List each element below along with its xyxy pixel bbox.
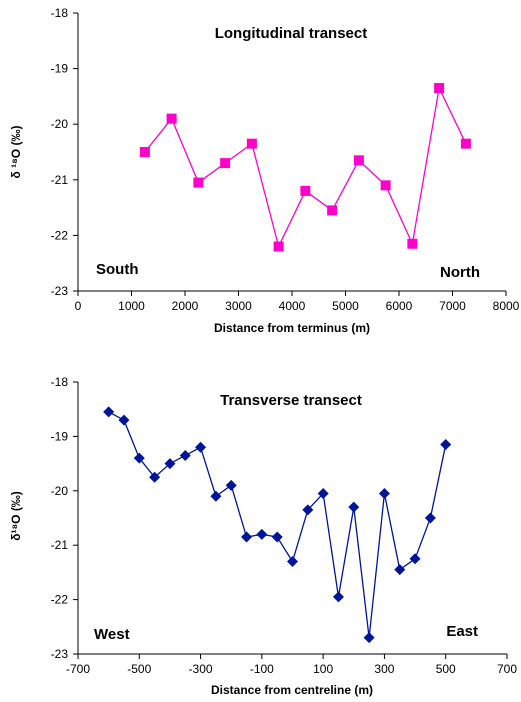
longitudinal-x-ticks: 0 1000 2000 3000 4000 5000 6000 7000 8000 [75,291,520,313]
longitudinal-data-point [193,177,204,188]
transverse-data-point [133,452,145,464]
transverse-left-annotation: West [94,626,130,643]
transverse-y-ticks: -18 -19 -20 -21 -22 -23 [51,375,78,661]
longitudinal-data-point [273,241,284,252]
transverse-data-point [210,490,222,502]
transverse-x-ticks: -700 -500 -300 -100 100 300 500 700 [66,654,517,676]
longitudinal-y-tick-label: -19 [51,62,69,76]
longitudinal-data-point [246,138,257,149]
transverse-right-annotation: East [446,623,478,640]
transverse-data-point [195,441,207,453]
longitudinal-data-point [353,155,364,166]
transverse-x-tick-label: 300 [374,662,394,676]
transverse-data-point [103,406,115,418]
transverse-data-point [363,632,375,644]
longitudinal-data-point [300,185,311,196]
transverse-x-tick-label: 100 [313,662,333,676]
transverse-data-point [332,591,344,603]
longitudinal-data-point [327,205,338,216]
transverse-data-point [287,556,298,568]
transverse-series [103,406,452,644]
transverse-chart-title: Transverse transect [220,392,362,409]
transverse-y-tick-label: -20 [51,484,69,498]
longitudinal-chart: -18 -19 -20 -21 -22 -23 0 1000 2000 3000 4000 5000… [9,6,520,335]
transverse-x-tick-label: -300 [189,662,213,676]
transverse-data-point [271,531,283,543]
longitudinal-data-point [166,113,177,124]
longitudinal-y-tick-label: -21 [51,173,69,187]
longitudinal-y-tick-label: -20 [51,117,69,131]
transverse-y-tick-label: -22 [51,593,69,607]
longitudinal-x-tick-label: 8000 [493,299,520,313]
longitudinal-data-point [380,180,391,191]
transverse-x-tick-label: 500 [436,662,456,676]
longitudinal-left-annotation: South [96,261,139,278]
transverse-data-point [348,501,360,513]
transverse-y-tick-label: -21 [51,538,69,552]
transverse-y-axis-title: δ¹⁸O (‰) [9,491,23,541]
transverse-series-line [108,411,447,638]
transverse-x-tick-label: -500 [127,662,151,676]
transverse-data-point [317,488,329,500]
longitudinal-x-tick-label: 4000 [279,299,306,313]
transverse-data-point [440,439,452,451]
longitudinal-x-tick-label: 0 [75,299,82,313]
longitudinal-x-tick-label: 5000 [332,299,359,313]
transverse-y-tick-label: -19 [51,429,69,443]
transverse-y-tick-label: -18 [51,375,69,389]
transverse-data-point [424,512,436,524]
transverse-y-tick-label: -23 [51,647,69,661]
transverse-data-point [164,458,176,470]
longitudinal-data-point [407,238,418,249]
transverse-x-tick-label: -700 [66,662,90,676]
longitudinal-chart-title: Longitudinal transect [215,25,368,42]
transverse-data-point [118,414,130,426]
transverse-data-point [225,479,237,491]
longitudinal-y-tick-label: -18 [51,6,69,20]
longitudinal-data-point [220,158,231,169]
longitudinal-data-point [460,138,471,149]
transverse-x-tick-label: -100 [250,662,274,676]
transverse-data-point [241,531,253,543]
longitudinal-y-axis-title: δ ¹⁸O (‰) [9,126,23,179]
longitudinal-x-tick-label: 6000 [386,299,413,313]
transverse-data-point [394,564,406,576]
transverse-data-point [409,553,421,565]
transverse-data-point [179,449,191,461]
longitudinal-x-tick-label: 3000 [225,299,252,313]
transverse-data-point [302,504,314,516]
transverse-x-axis-title: Distance from centreline (m) [211,683,373,697]
transverse-data-point [256,528,268,540]
longitudinal-y-tick-label: -22 [51,228,69,242]
longitudinal-x-axis-title: Distance from terminus (m) [214,321,370,335]
longitudinal-data-point [434,83,445,94]
longitudinal-x-tick-label: 1000 [118,299,145,313]
transverse-x-tick-label: 700 [497,662,517,676]
transverse-data-point [378,488,390,500]
transverse-chart: -18 -19 -20 -21 -22 -23 -700 -500 -300 -100 100 30… [9,375,517,697]
longitudinal-y-ticks: -18 -19 -20 -21 -22 -23 [51,6,78,298]
longitudinal-series-line [144,85,467,249]
longitudinal-data-point [139,147,150,157]
longitudinal-x-tick-label: 2000 [172,299,199,313]
longitudinal-y-tick-label: -23 [51,284,69,298]
longitudinal-series [139,83,471,252]
longitudinal-right-annotation: North [440,264,480,281]
longitudinal-x-tick-label: 7000 [439,299,466,313]
transverse-data-point [149,471,161,483]
